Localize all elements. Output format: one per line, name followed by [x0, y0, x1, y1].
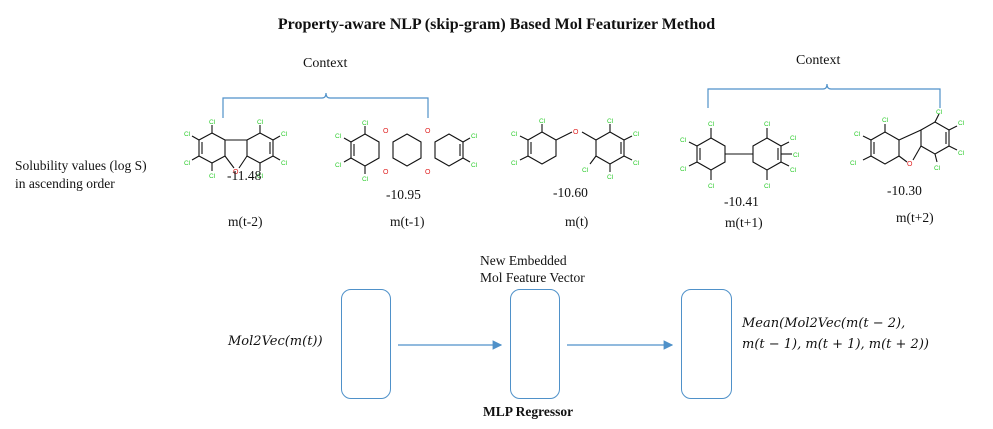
chlorine-atom: Cl — [209, 119, 216, 126]
chlorine-atom: Cl — [958, 150, 965, 157]
output-layer-box — [681, 289, 732, 399]
molecule-label-m-t-plus-1: m(t+1) — [725, 215, 763, 230]
embedding-label: New Embedded Mol Feature Vector — [480, 252, 585, 286]
chlorine-atom: Cl — [934, 165, 941, 172]
solubility-value-m-t: -10.60 — [553, 185, 588, 200]
molecule-label-m-t-2: m(t-2) — [228, 214, 263, 229]
chlorine-atom: Cl — [764, 183, 771, 190]
oxygen-atom: O — [573, 129, 579, 136]
embedding-label-line2: Mol Feature Vector — [480, 270, 585, 285]
chlorine-atom: Cl — [335, 162, 342, 169]
mlp-regressor-label: MLP Regressor — [483, 404, 574, 419]
chlorine-atom: Cl — [335, 133, 342, 140]
chlorine-atom: Cl — [471, 133, 478, 140]
chlorine-atom: Cl — [850, 160, 857, 167]
chlorine-atom: Cl — [633, 131, 640, 138]
chlorine-atom: Cl — [793, 152, 800, 159]
molecule-m-t-2: O Cl Cl Cl Cl Cl Cl Cl Cl — [184, 119, 288, 180]
output-formula-line1: Mean(Mol2Vec(m(t − 2), — [742, 316, 906, 331]
chlorine-atom: Cl — [764, 121, 771, 128]
oxygen-atom: O — [907, 161, 913, 168]
chlorine-atom: Cl — [511, 131, 518, 138]
context-brace-right — [707, 83, 941, 108]
chlorine-atom: Cl — [582, 167, 589, 174]
context-label-left: Context — [303, 56, 348, 71]
oxygen-atom: O — [383, 169, 389, 176]
chlorine-atom: Cl — [708, 121, 715, 128]
solubility-value-m-t-plus-2: -10.30 — [887, 183, 922, 198]
chlorine-atom: Cl — [633, 160, 640, 167]
chlorine-atom: Cl — [257, 119, 264, 126]
chlorine-atom: Cl — [281, 160, 288, 167]
context-label-right: Context — [796, 53, 841, 68]
chlorine-atom: Cl — [607, 174, 614, 181]
chlorine-atom: Cl — [511, 160, 518, 167]
embedding-label-line1: New Embedded — [480, 253, 567, 268]
input-formula: Mol2Vec(m(t)) — [228, 334, 323, 349]
molecule-label-m-t: m(t) — [565, 214, 589, 229]
chlorine-atom: Cl — [790, 135, 797, 142]
chlorine-atom: Cl — [790, 167, 797, 174]
molecule-m-t: O Cl Cl Cl Cl Cl Cl Cl Cl — [511, 118, 640, 181]
output-formula: Mean(Mol2Vec(m(t − 2), m(t − 1), m(t + 1… — [742, 313, 929, 355]
chlorine-atom: Cl — [209, 173, 216, 180]
molecule-m-t-plus-2: O Cl Cl Cl Cl Cl Cl Cl — [850, 109, 965, 172]
solubility-label-line1: Solubility values (log S) — [15, 158, 147, 173]
page-title: Property-aware NLP (skip-gram) Based Mol… — [277, 16, 716, 33]
output-formula-line2: m(t − 1), m(t + 1), m(t + 2)) — [742, 337, 929, 352]
chlorine-atom: Cl — [362, 120, 369, 127]
chlorine-atom: Cl — [936, 109, 943, 116]
chlorine-atom: Cl — [362, 176, 369, 183]
solubility-value-m-t-plus-1: -10.41 — [724, 194, 759, 209]
chlorine-atom: Cl — [607, 118, 614, 125]
hidden-layer-box — [510, 289, 560, 399]
context-brace-left — [222, 92, 429, 118]
chlorine-atom: Cl — [184, 160, 191, 167]
chlorine-atom: Cl — [680, 137, 687, 144]
molecule-m-t-1: O O O O Cl Cl Cl Cl Cl Cl — [335, 120, 478, 183]
chlorine-atom: Cl — [958, 120, 965, 127]
chlorine-atom: Cl — [281, 131, 288, 138]
chlorine-atom: Cl — [539, 118, 546, 125]
molecule-label-m-t-1: m(t-1) — [390, 214, 425, 229]
solubility-value-m-t-1: -10.95 — [386, 187, 421, 202]
chlorine-atom: Cl — [854, 131, 861, 138]
chlorine-atom: Cl — [708, 183, 715, 190]
chlorine-atom: Cl — [257, 173, 264, 180]
oxygen-atom: O — [425, 128, 431, 135]
solubility-value-m-t-2: -11.48 — [227, 168, 262, 183]
molecule-label-m-t-plus-2: m(t+2) — [896, 210, 934, 225]
chlorine-atom: Cl — [882, 117, 889, 124]
oxygen-atom: O — [425, 169, 431, 176]
chlorine-atom: Cl — [680, 166, 687, 173]
molecule-m-t-plus-1: Cl Cl Cl Cl Cl Cl Cl Cl Cl — [680, 121, 800, 190]
solubility-label-line2: in ascending order — [15, 176, 115, 191]
chlorine-atom: Cl — [184, 131, 191, 138]
input-layer-box — [341, 289, 391, 399]
chlorine-atom: Cl — [471, 162, 478, 169]
oxygen-atom: O — [383, 128, 389, 135]
solubility-label: Solubility values (log S) in ascending o… — [15, 157, 147, 193]
oxygen-atom: O — [233, 169, 239, 176]
